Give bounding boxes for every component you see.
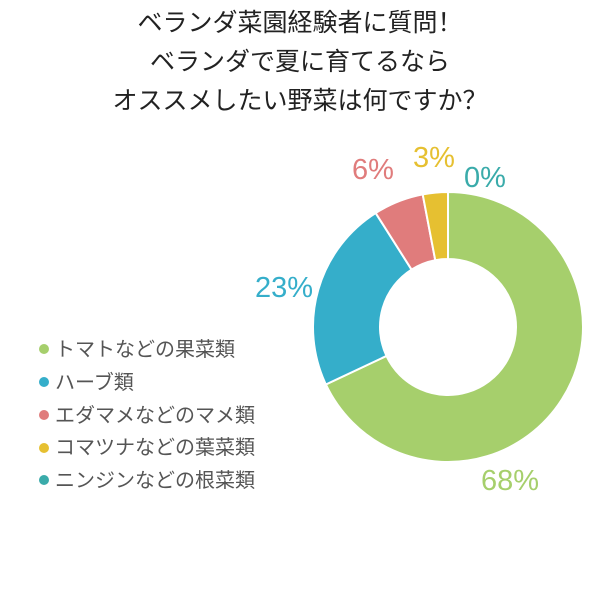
data-label-3: 6%: [352, 154, 394, 186]
data-label-1: 68%: [481, 465, 539, 497]
legend-marker-5: [39, 475, 49, 486]
legend-label-4: コマツナなどの葉菜類: [55, 435, 255, 460]
donut-slice-4: [421, 190, 449, 262]
legend-label-3: エダマメなどのマメ類: [55, 402, 255, 427]
donut-slice-2: [312, 211, 413, 386]
legend-item-4: コマツナなどの葉菜類: [39, 431, 255, 464]
legend-item-3: エダマメなどのマメ類: [39, 399, 255, 432]
data-label-2: 23%: [255, 272, 313, 304]
donut-slice-1: [324, 190, 584, 463]
chart-title-line-1: ベランダ菜園経験者に質問！: [137, 8, 463, 37]
legend: トマトなどの果菜類 ハーブ類 エダマメなどのマメ類 コマツナなどの葉菜類 ニンジ…: [39, 333, 255, 497]
legend-marker-3: [39, 409, 49, 420]
legend-label-5: ニンジンなどの根菜類: [55, 468, 255, 492]
data-label-4: 3%: [413, 142, 455, 174]
legend-item-1: トマトなどの果菜類: [39, 333, 255, 366]
legend-item-2: ハーブ類: [39, 366, 255, 399]
chart-title: ベランダ菜園経験者に質問！ ベランダで夏に育てるなら オススメしたい野菜は何です…: [0, 3, 600, 120]
legend-item-5: ニンジンなどの根菜類: [39, 464, 255, 497]
legend-label-2: ハーブ類: [55, 369, 134, 394]
chart-title-line-2: ベランダで夏に育てるなら: [149, 47, 450, 76]
legend-marker-4: [39, 442, 49, 453]
legend-label-1: トマトなどの果菜類: [55, 337, 235, 361]
legend-marker-2: [39, 377, 49, 388]
legend-marker-1: [39, 344, 49, 355]
data-label-5: 0%: [464, 162, 506, 194]
chart-title-line-3: オススメしたい野菜は何ですか？: [112, 86, 488, 115]
